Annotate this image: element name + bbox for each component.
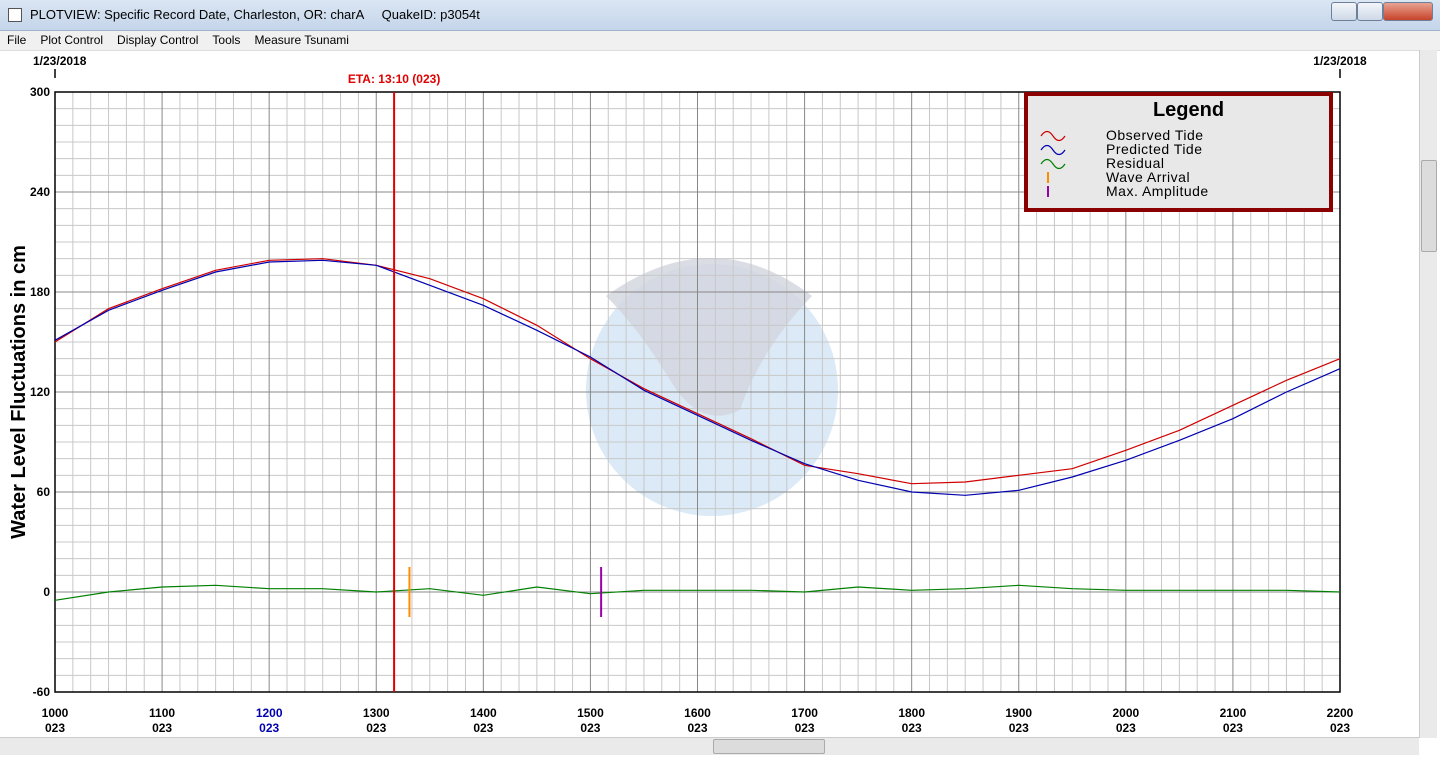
legend-label: Predicted Tide [1106, 141, 1203, 157]
close-button[interactable] [1383, 2, 1433, 21]
x-tick-label: 2200 [1327, 706, 1354, 720]
x-tick-sublabel: 023 [259, 721, 279, 735]
x-tick-label: 1000 [42, 706, 69, 720]
legend-label: Residual [1106, 155, 1164, 171]
title-bar: PLOTVIEW: Specific Record Date, Charlest… [0, 0, 1440, 31]
menu-item[interactable]: Display Control [117, 33, 199, 47]
window-title: PLOTVIEW: Specific Record Date, Charlest… [30, 7, 480, 22]
legend-box [1024, 92, 1333, 212]
series-line [54, 259, 1341, 496]
eta-label: ETA: 13:10 (023) [348, 72, 440, 86]
y-tick-label: 240 [30, 185, 50, 199]
x-tick-label: 1600 [684, 706, 711, 720]
horizontal-scrollbar[interactable] [0, 737, 1419, 755]
x-tick-label: 2000 [1112, 706, 1139, 720]
x-tick-label: 1400 [470, 706, 497, 720]
y-tick-label: 120 [30, 385, 50, 399]
series-line [54, 258, 1341, 485]
date-label: 1/23/2018 [1313, 54, 1367, 68]
menu-item[interactable]: Measure Tsunami [254, 33, 349, 47]
x-tick-sublabel: 023 [795, 721, 815, 735]
x-tick-sublabel: 023 [902, 721, 922, 735]
vertical-scrollbar[interactable] [1419, 50, 1437, 738]
scroll-thumb[interactable] [713, 739, 825, 754]
x-tick-label: 1700 [791, 706, 818, 720]
x-tick-sublabel: 023 [45, 721, 65, 735]
y-tick-label: 300 [30, 85, 50, 99]
x-tick-label: 1100 [149, 706, 175, 720]
legend-swatch [1040, 158, 1066, 170]
legend-label: Wave Arrival [1106, 169, 1190, 185]
x-tick-sublabel: 023 [1330, 721, 1350, 735]
menu-bar: File Plot Control Display Control Tools Meas… [0, 31, 1440, 51]
plot-frame [54, 91, 1341, 693]
x-tick-label: 1200 [256, 706, 283, 720]
menu-item[interactable]: File [7, 33, 27, 47]
menu-item[interactable]: Plot Control [40, 33, 104, 47]
legend-swatch [1040, 144, 1066, 156]
legend-title: Legend [1153, 99, 1224, 121]
x-tick-label: 1800 [898, 706, 925, 720]
app-icon [8, 8, 22, 22]
y-tick-label: 60 [37, 485, 51, 499]
scroll-thumb[interactable] [1421, 160, 1437, 252]
y-tick-label: 0 [43, 585, 50, 599]
chart: -600601201802403001000023110002312000231… [8, 54, 1367, 735]
legend-label: Observed Tide [1106, 127, 1204, 143]
x-tick-label: 1900 [1005, 706, 1032, 720]
y-tick-label: -60 [33, 685, 51, 699]
x-tick-label: 1500 [577, 706, 604, 720]
watermark [606, 258, 812, 416]
x-tick-sublabel: 023 [473, 721, 493, 735]
y-axis-label: Water Level Fluctuations in cm [8, 245, 30, 539]
x-tick-sublabel: 023 [1116, 721, 1136, 735]
menu-item[interactable]: Tools [212, 33, 241, 47]
legend-label: Max. Amplitude [1106, 183, 1209, 199]
y-tick-label: 180 [30, 285, 50, 299]
x-tick-label: 2100 [1220, 706, 1247, 720]
x-tick-sublabel: 023 [687, 721, 707, 735]
x-tick-sublabel: 023 [580, 721, 600, 735]
x-tick-sublabel: 023 [152, 721, 172, 735]
x-tick-sublabel: 023 [1009, 721, 1029, 735]
date-label: 1/23/2018 [33, 54, 87, 68]
minimize-button[interactable] [1331, 2, 1357, 21]
legend-swatch [1040, 130, 1066, 142]
maximize-button[interactable] [1357, 2, 1383, 21]
series-line [54, 584, 1341, 601]
x-tick-sublabel: 023 [1223, 721, 1243, 735]
x-tick-sublabel: 023 [366, 721, 386, 735]
x-tick-label: 1300 [363, 706, 390, 720]
